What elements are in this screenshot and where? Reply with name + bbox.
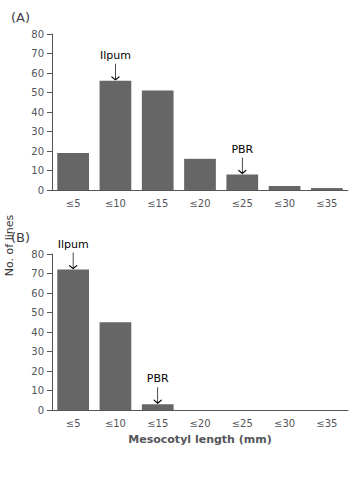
svg-text:≤25: ≤25 <box>232 418 253 429</box>
svg-text:≤20: ≤20 <box>189 418 210 429</box>
svg-text:≤35: ≤35 <box>316 198 337 209</box>
svg-text:PBR: PBR <box>231 143 253 156</box>
svg-text:10: 10 <box>31 165 44 176</box>
svg-text:≤30: ≤30 <box>274 198 295 209</box>
svg-text:≤15: ≤15 <box>147 198 168 209</box>
svg-text:70: 70 <box>31 268 44 279</box>
svg-text:0: 0 <box>38 405 44 416</box>
svg-text:20: 20 <box>31 146 44 157</box>
svg-text:30: 30 <box>31 126 44 137</box>
svg-text:Ilpum: Ilpum <box>58 238 89 251</box>
svg-text:≤25: ≤25 <box>232 198 253 209</box>
svg-text:50: 50 <box>31 87 44 98</box>
svg-text:≤10: ≤10 <box>105 418 126 429</box>
svg-text:(A): (A) <box>11 10 30 25</box>
svg-text:≤35: ≤35 <box>316 418 337 429</box>
svg-text:(B): (B) <box>11 230 30 245</box>
svg-text:20: 20 <box>31 366 44 377</box>
svg-text:60: 60 <box>31 288 44 299</box>
svg-text:40: 40 <box>31 107 44 118</box>
svg-text:50: 50 <box>31 307 44 318</box>
svg-text:0: 0 <box>38 185 44 196</box>
svg-text:80: 80 <box>31 29 44 40</box>
svg-text:70: 70 <box>31 48 44 59</box>
svg-text:≤5: ≤5 <box>66 418 81 429</box>
svg-text:60: 60 <box>31 68 44 79</box>
svg-text:PBR: PBR <box>147 372 169 385</box>
svg-text:Ilpum: Ilpum <box>100 49 131 62</box>
svg-text:Mesocotyl length (mm): Mesocotyl length (mm) <box>128 433 271 446</box>
svg-text:30: 30 <box>31 346 44 357</box>
svg-text:≤30: ≤30 <box>274 418 295 429</box>
svg-text:No. of lines: No. of lines <box>3 215 16 277</box>
svg-text:80: 80 <box>31 249 44 260</box>
svg-text:≤5: ≤5 <box>66 198 81 209</box>
svg-text:≤15: ≤15 <box>147 418 168 429</box>
svg-text:≤20: ≤20 <box>189 198 210 209</box>
svg-text:10: 10 <box>31 385 44 396</box>
svg-text:≤10: ≤10 <box>105 198 126 209</box>
svg-text:40: 40 <box>31 327 44 338</box>
